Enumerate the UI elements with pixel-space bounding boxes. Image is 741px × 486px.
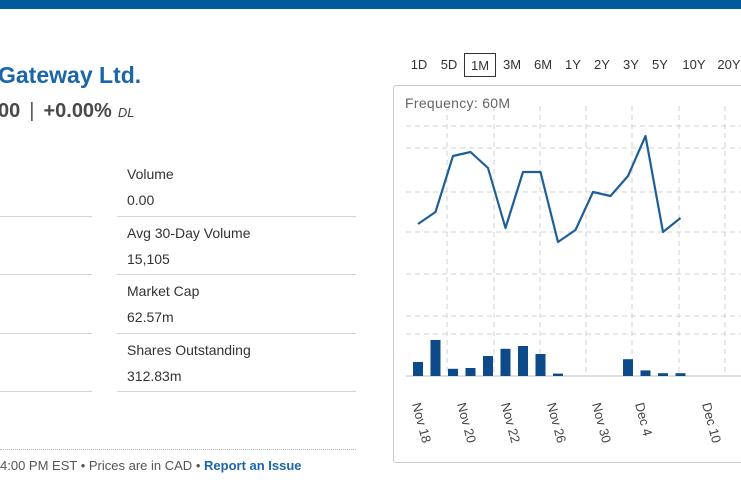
x-tick-label: Nov 18 bbox=[409, 401, 434, 445]
row-divider bbox=[117, 216, 356, 217]
range-1d[interactable]: 1D bbox=[410, 57, 428, 72]
chart-canvas: Nov 18 Nov 20 Nov 22 Nov 26 Nov 30 Dec 4 Dec 1… bbox=[406, 106, 741, 445]
price-change: +0.00% bbox=[43, 100, 112, 122]
price-value: 00 bbox=[0, 100, 21, 122]
footer-time: 4:00 PM EST bbox=[0, 458, 78, 473]
volume-bar bbox=[465, 368, 476, 376]
stat-shares-value: 312.83m bbox=[127, 368, 182, 384]
footer-bullet: • bbox=[80, 458, 86, 473]
report-issue-link[interactable]: Report an Issue bbox=[204, 458, 302, 473]
row-divider bbox=[0, 216, 92, 217]
price-separator: | bbox=[29, 100, 35, 122]
price-chart[interactable]: Nov 18 Nov 20 Nov 22 Nov 26 Nov 30 Dec 4 Dec 1… bbox=[393, 85, 741, 463]
range-1y[interactable]: 1Y bbox=[565, 57, 581, 72]
volume-bar bbox=[483, 356, 493, 376]
volume-bar bbox=[430, 340, 441, 376]
x-tick-label: Nov 26 bbox=[544, 401, 569, 445]
x-tick-label: Nov 30 bbox=[589, 401, 614, 445]
stat-shares-label: Shares Outstanding bbox=[127, 342, 251, 358]
stat-avg-volume-label: Avg 30-Day Volume bbox=[127, 225, 251, 241]
top-banner bbox=[0, 0, 741, 9]
x-tick-label: Nov 20 bbox=[454, 401, 479, 445]
row-divider bbox=[0, 391, 92, 392]
footer-divider bbox=[0, 449, 356, 450]
company-title: Gateway Ltd. bbox=[0, 62, 142, 88]
range-1m[interactable]: 1M bbox=[464, 53, 496, 77]
range-10y[interactable]: 10Y bbox=[682, 57, 706, 72]
volume-bar bbox=[535, 354, 546, 376]
volume-bar bbox=[553, 373, 563, 376]
row-divider bbox=[117, 391, 356, 392]
range-3y[interactable]: 3Y bbox=[623, 57, 639, 72]
footer-currency: Prices are in CAD bbox=[88, 458, 193, 473]
range-5y[interactable]: 5Y bbox=[652, 57, 668, 72]
range-6m[interactable]: 6M bbox=[533, 57, 553, 72]
volume-bar bbox=[500, 348, 511, 376]
stat-volume-value: 0.00 bbox=[127, 192, 155, 208]
range-3m[interactable]: 3M bbox=[502, 57, 522, 72]
stat-volume-label: Volume bbox=[127, 166, 174, 182]
volume-bar bbox=[658, 373, 668, 376]
volume-bar bbox=[413, 362, 423, 376]
stat-market-cap-label: Market Cap bbox=[127, 283, 200, 299]
x-tick-label: Dec 4 bbox=[632, 401, 655, 438]
volume-bar bbox=[518, 346, 528, 376]
x-tick-label: Dec 10 bbox=[699, 401, 724, 445]
stat-avg-volume-value: 15,105 bbox=[127, 251, 170, 267]
price-footer: 4:00 PM EST • Prices are in CAD • Report… bbox=[0, 458, 302, 473]
volume-bar bbox=[640, 370, 651, 376]
range-20y[interactable]: 20Y bbox=[717, 57, 741, 72]
volume-bar bbox=[623, 359, 633, 376]
x-tick-label: Nov 22 bbox=[498, 401, 523, 445]
row-divider bbox=[117, 274, 356, 275]
volume-bar bbox=[448, 368, 458, 376]
price-series-line bbox=[417, 134, 682, 244]
range-2y[interactable]: 2Y bbox=[594, 57, 610, 72]
exchange-code: DL bbox=[117, 105, 135, 120]
volume-bar bbox=[675, 373, 686, 376]
price-line: 00 | +0.00% DL bbox=[0, 100, 134, 123]
chart-frequency-label: Frequency: 60M bbox=[405, 95, 511, 111]
footer-bullet: • bbox=[195, 458, 201, 473]
row-divider bbox=[117, 333, 356, 334]
row-divider bbox=[0, 333, 92, 334]
stat-market-cap-value: 62.57m bbox=[127, 309, 174, 325]
row-divider bbox=[0, 274, 92, 275]
range-5d[interactable]: 5D bbox=[440, 57, 458, 72]
